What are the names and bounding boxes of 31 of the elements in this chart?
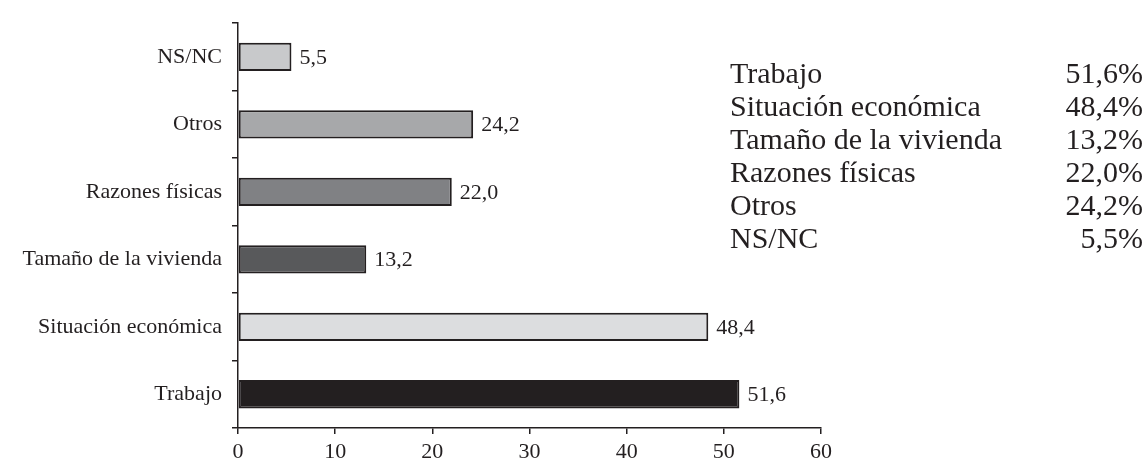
x-tick-label: 30: [518, 437, 541, 463]
annotation: Tamaño de la vivienda: [730, 122, 1002, 155]
annotation: Razones físicas: [730, 155, 917, 188]
data-label: 48,4: [716, 313, 755, 339]
annotation: Situación económica: [730, 89, 982, 122]
y-tick-label: NS/NC: [157, 42, 222, 68]
x-tick-label: 10: [324, 437, 347, 463]
x-tick-label: 50: [712, 437, 735, 463]
text: 24,2%: [1065, 188, 1143, 221]
data-label: 22,0: [459, 178, 499, 204]
x-tick-label: 0: [232, 437, 244, 463]
data-label: 5,5: [299, 43, 327, 69]
y-tick-label: Tamaño de la vivienda: [22, 245, 223, 271]
text: 13,2%: [1065, 122, 1143, 155]
y-tick-label: Otros: [173, 110, 222, 136]
data-label: 51,6: [747, 381, 786, 407]
y-tick-label: Razones físicas: [85, 177, 222, 203]
annotation: Trabajo: [730, 56, 824, 89]
y-tick-label: Trabajo: [154, 380, 222, 406]
annotation: Otros: [730, 188, 798, 221]
x-tick-label: 40: [615, 437, 638, 463]
x-tick-label: 20: [421, 437, 444, 463]
data-label: 13,2: [374, 246, 413, 272]
y-tick-label: Situación económica: [38, 312, 223, 338]
data-label: 24,2: [481, 111, 520, 137]
text: 51,6%: [1065, 56, 1143, 89]
text: 48,4%: [1065, 89, 1143, 122]
text: 22,0%: [1065, 155, 1143, 188]
annotation: NS/NC: [730, 221, 820, 254]
x-tick-label: 60: [810, 437, 832, 463]
text: 5,5%: [1079, 221, 1143, 254]
